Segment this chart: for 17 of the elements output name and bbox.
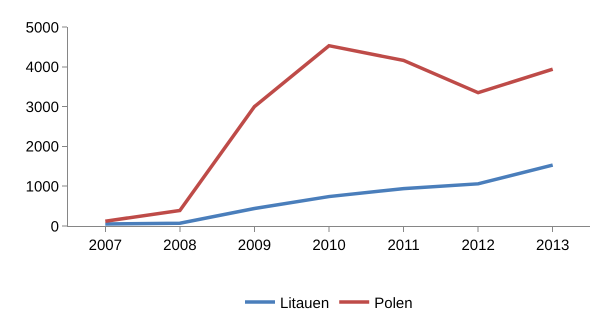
y-tick-label: 2000 [26,138,59,156]
x-tick-label: 2013 [536,237,570,254]
legend-label: Polen [374,294,413,312]
line-series [104,44,554,223]
x-tick-label: 2012 [461,237,495,254]
y-tick-label: 0 [50,218,59,236]
x-tick-label: 2010 [312,237,346,254]
legend-label: Litauen [280,294,330,312]
y-tick-label: 5000 [26,19,59,36]
x-tick-label: 2011 [387,237,420,254]
x-tick-label: 2008 [163,237,197,254]
y-tick-label: 3000 [26,98,59,116]
x-tick-label: 2009 [238,237,272,254]
line-series [104,163,554,226]
x-tick-label: 2007 [88,237,122,254]
y-tick-label: 1000 [26,178,59,196]
y-tick-label: 4000 [26,59,59,76]
